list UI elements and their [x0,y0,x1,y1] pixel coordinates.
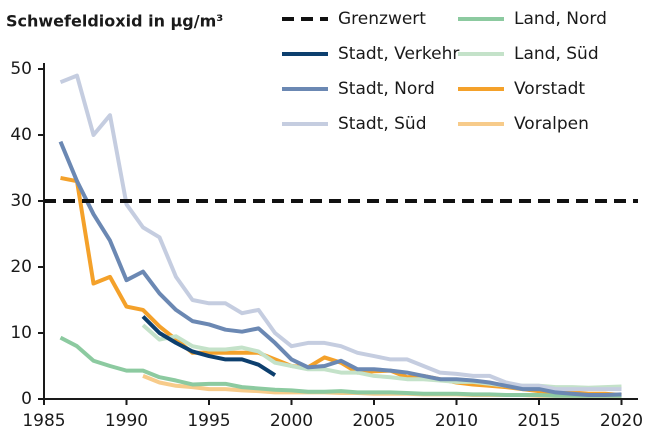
series-line [58,140,622,398]
legend-label: Voralpen [514,114,589,134]
x-tick-label: 2015 [517,411,560,431]
legend-label: Vorstadt [514,79,585,99]
x-tick-label: 2000 [270,411,313,431]
series-line [59,73,622,392]
legend-label: Land, Nord [514,9,607,29]
x-tick-label: 1995 [187,411,230,431]
series-line [141,315,277,377]
x-tick-label: 2010 [435,411,478,431]
y-tick-label: 0 [21,389,32,409]
legend-label: Stadt, Nord [338,79,435,99]
x-tick-label: 1990 [105,411,148,431]
x-tick-label: 1985 [22,411,65,431]
y-tick-label: 10 [10,323,32,343]
x-tick-label: 2005 [352,411,395,431]
x-tick-label: 2020 [600,411,643,431]
legend-label: Stadt, Verkehr [338,44,459,64]
chart-title: Schwefeldioxid in µg/m³ [6,12,223,31]
y-tick-label: 20 [10,257,32,277]
legend-label: Grenzwert [338,9,426,29]
legend-label: Stadt, Süd [338,114,427,134]
y-tick-label: 40 [10,125,32,145]
y-tick-label: 30 [10,191,32,211]
legend-label: Land, Süd [514,44,599,64]
y-tick-label: 50 [10,59,32,79]
series-line [59,335,622,398]
